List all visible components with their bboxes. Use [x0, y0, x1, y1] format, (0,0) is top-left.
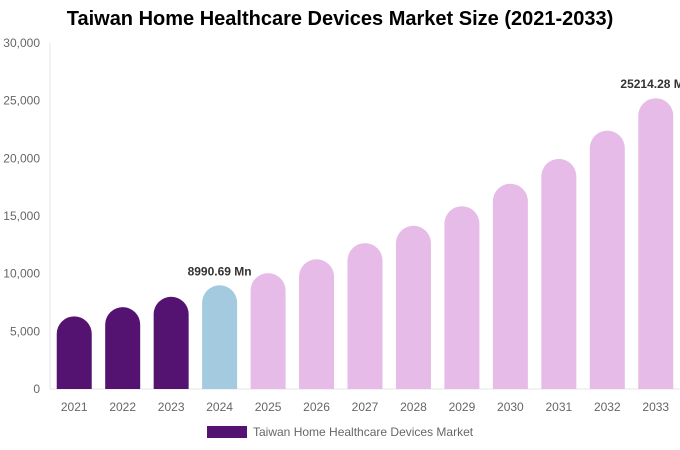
bar-2030 [492, 183, 528, 389]
y-tick-label: 20,000 [3, 151, 40, 165]
y-tick-label: 0 [33, 382, 40, 396]
x-tick-label: 2033 [642, 400, 669, 414]
legend-label: Taiwan Home Healthcare Devices Market [253, 425, 474, 439]
data-label: 25214.28 Mn [620, 77, 680, 91]
bar-2027 [347, 243, 383, 389]
y-tick-label: 15,000 [3, 209, 40, 223]
y-tick-label: 10,000 [3, 267, 40, 281]
bar-2031 [541, 158, 577, 389]
x-tick-label: 2023 [158, 400, 185, 414]
data-label: 8990.69 Mn [188, 264, 252, 278]
legend: Taiwan Home Healthcare Devices Market [207, 425, 473, 439]
bar-2024 [202, 285, 238, 389]
x-tick-label: 2025 [255, 400, 282, 414]
bar-2021 [56, 316, 92, 389]
x-tick-label: 2024 [206, 400, 233, 414]
bar-2026 [299, 259, 335, 389]
x-tick-label: 2030 [497, 400, 524, 414]
x-tick-label: 2021 [61, 400, 88, 414]
x-tick-label: 2026 [303, 400, 330, 414]
bar-2029 [444, 206, 480, 389]
x-tick-label: 2029 [449, 400, 476, 414]
bar-2023 [153, 296, 189, 389]
bar-2022 [105, 307, 141, 389]
x-tick-label: 2028 [400, 400, 427, 414]
x-tick-label: 2027 [352, 400, 379, 414]
y-tick-label: 25,000 [3, 94, 40, 108]
legend-swatch [207, 426, 247, 438]
bar-2025 [250, 273, 286, 389]
y-tick-label: 5,000 [10, 324, 40, 338]
bar-2028 [395, 225, 431, 389]
bar-2032 [589, 130, 625, 390]
chart-title: Taiwan Home Healthcare Devices Market Si… [66, 8, 614, 30]
x-tick-label: 2022 [109, 400, 136, 414]
bar-2033 [638, 98, 674, 389]
y-tick-label: 30,000 [3, 36, 40, 50]
x-tick-label: 2031 [545, 400, 572, 414]
x-tick-label: 2032 [594, 400, 621, 414]
